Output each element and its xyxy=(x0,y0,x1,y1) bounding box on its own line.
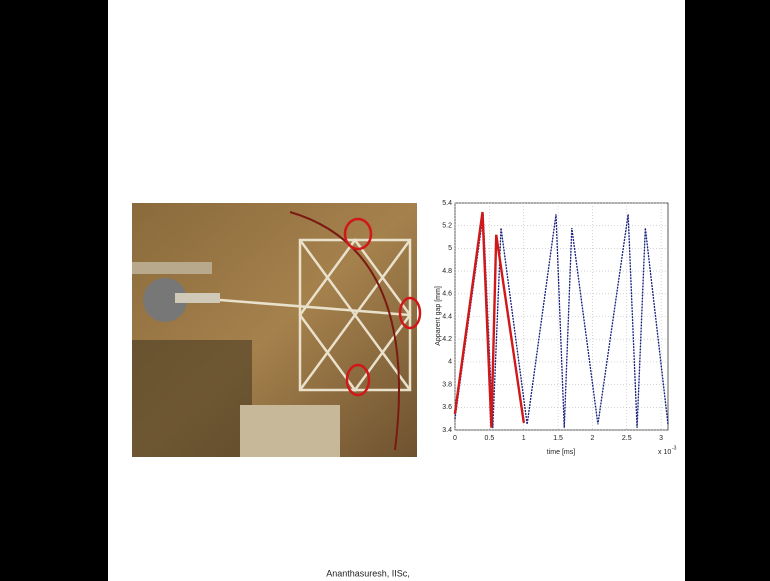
slide: Apparent gap [mm] time [ms] x 10 -3 Anan… xyxy=(0,0,770,581)
x-tick-label: 1 xyxy=(522,435,526,442)
y-tick-label: 5.4 xyxy=(442,200,452,207)
y-tick-label: 4.8 xyxy=(442,268,452,275)
x-tick-label: 0.5 xyxy=(484,435,494,442)
y-tick-label: 3.4 xyxy=(442,427,452,434)
y-tick-label: 5 xyxy=(448,245,452,252)
footer: Ananthasuresh, IISc, xyxy=(326,568,410,578)
y-tick-label: 4 xyxy=(448,359,452,366)
photo xyxy=(132,203,420,457)
x-scale-exponent: -3 xyxy=(672,445,677,451)
x-tick-label: 0 xyxy=(453,435,457,442)
y-tick-label: 5.2 xyxy=(442,223,452,230)
y-axis-label: Apparent gap [mm] xyxy=(435,286,442,346)
y-tick-label: 3.6 xyxy=(442,404,452,411)
x-tick-label: 2.5 xyxy=(622,435,632,442)
x-scale-label: x 10 xyxy=(658,449,671,456)
y-tick-label: 4.2 xyxy=(442,336,452,343)
x-tick-label: 2 xyxy=(590,435,594,442)
y-tick-label: 3.8 xyxy=(442,381,452,388)
y-tick-label: 4.6 xyxy=(442,291,452,298)
x-axis-label: time [ms] xyxy=(547,449,575,456)
x-tick-label: 3 xyxy=(659,435,663,442)
y-tick-label: 4.4 xyxy=(442,313,452,320)
x-tick-label: 1.5 xyxy=(553,435,563,442)
